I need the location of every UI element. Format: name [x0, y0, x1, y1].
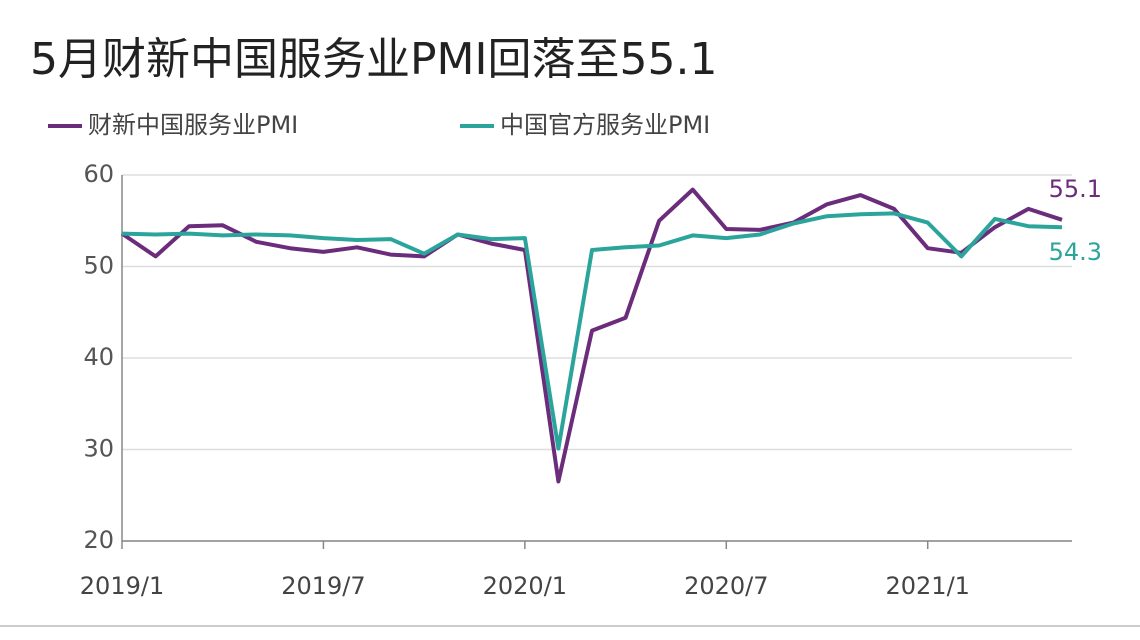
series-line: [120, 187, 1063, 484]
y-tick-label: 60: [83, 160, 114, 188]
y-tick-label: 20: [83, 526, 114, 554]
x-tick-label: 2019/7: [281, 572, 365, 600]
end-value-label: 55.1: [1049, 175, 1102, 203]
series-line: [121, 211, 1063, 451]
x-tick-label: 2021/1: [885, 572, 969, 600]
chart-title: 5月财新中国服务业PMI回落至55.1: [30, 34, 717, 85]
y-tick-label: 40: [83, 343, 114, 371]
end-value-label: 54.3: [1049, 238, 1102, 266]
y-tick-label: 30: [83, 435, 114, 463]
x-tick-label: 2020/1: [483, 572, 567, 600]
y-tick-label: 50: [83, 252, 114, 280]
x-tick-label: 2020/7: [684, 572, 768, 600]
legend-label: 中国官方服务业PMI: [500, 111, 710, 139]
legend-label: 财新中国服务业PMI: [88, 111, 298, 139]
x-tick-label: 2019/1: [80, 572, 164, 600]
